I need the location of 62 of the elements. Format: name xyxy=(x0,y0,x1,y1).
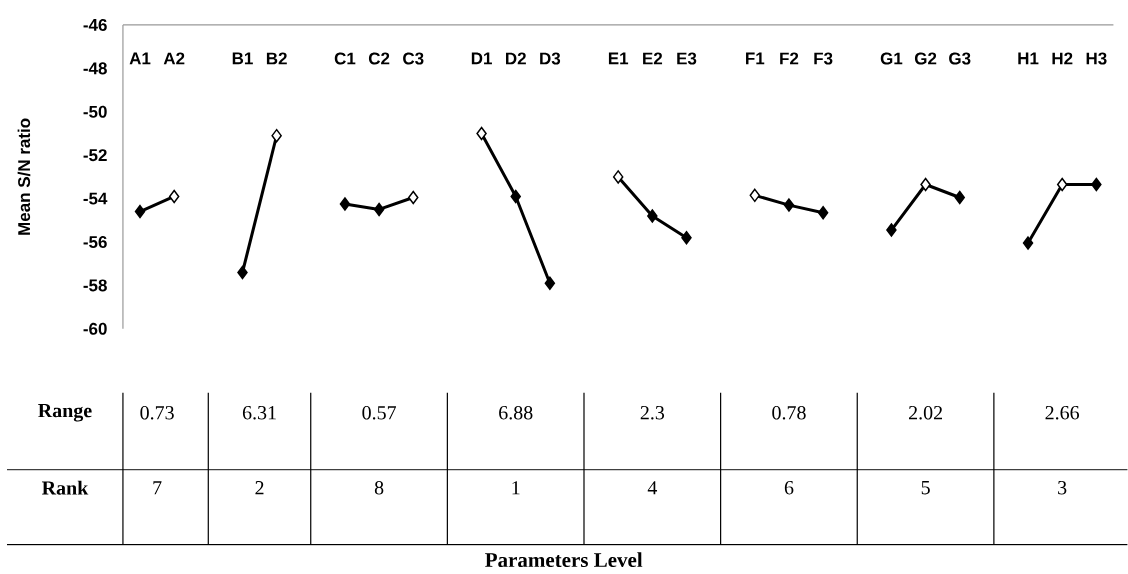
text: Parameters Level xyxy=(485,552,643,568)
text: 2.02 xyxy=(909,406,942,420)
text: 6 xyxy=(784,481,794,495)
x-tick-label: F2 xyxy=(780,52,799,65)
y-tick-label: -46 xyxy=(83,19,107,32)
x-tick-label: C3 xyxy=(403,52,424,65)
point xyxy=(1022,236,1034,250)
point xyxy=(647,209,658,223)
point xyxy=(817,206,829,220)
text: 0.57 xyxy=(362,406,397,420)
y-tick-label: -60 xyxy=(83,322,107,335)
point xyxy=(1091,177,1102,192)
text: 2.66 xyxy=(1045,406,1080,420)
text: 1 xyxy=(512,481,520,495)
x-tick-label: C1 xyxy=(334,52,356,65)
y-tick-label: -54 xyxy=(83,192,108,205)
text: Rank xyxy=(41,480,89,495)
x-tick-label: B1 xyxy=(232,52,253,65)
x-tick-label: D3 xyxy=(540,52,561,65)
text: 3 xyxy=(1058,481,1067,495)
point xyxy=(544,276,556,291)
text: 6.31 xyxy=(242,406,276,420)
x-tick-label: F1 xyxy=(746,52,765,65)
x-tick-label: E2 xyxy=(643,52,663,65)
point xyxy=(954,190,965,205)
text: 2 xyxy=(255,481,264,495)
point xyxy=(373,202,385,217)
x-tick-label: H1 xyxy=(1018,52,1039,65)
text: 7 xyxy=(153,481,162,495)
point xyxy=(339,197,351,211)
x-tick-label: H2 xyxy=(1052,52,1073,65)
x-tick-label: G3 xyxy=(949,52,971,65)
text: 0.78 xyxy=(772,406,806,420)
x-tick-label: A2 xyxy=(163,52,185,65)
text: 4 xyxy=(647,481,658,495)
y-tick-label: -58 xyxy=(83,279,107,292)
x-tick-label: H3 xyxy=(1086,52,1107,65)
text: Range xyxy=(38,404,92,422)
y-tick-label: -48 xyxy=(83,62,107,75)
y-axis-title: Mean S/N ratio xyxy=(17,118,31,235)
point xyxy=(783,198,795,213)
point xyxy=(886,223,897,237)
x-tick-label: B2 xyxy=(266,52,287,65)
text: 2.3 xyxy=(640,406,665,420)
x-tick-label: E1 xyxy=(608,52,629,65)
point xyxy=(681,231,692,245)
x-tick-label: E3 xyxy=(677,52,697,65)
x-tick-label: D2 xyxy=(506,52,526,65)
y-tick-label: -56 xyxy=(83,236,107,249)
x-tick-label: G1 xyxy=(880,52,903,65)
point xyxy=(510,189,521,204)
text: 0.73 xyxy=(140,406,174,420)
text: 8 xyxy=(374,481,384,495)
y-tick-label: -50 xyxy=(83,105,107,118)
x-tick-label: C2 xyxy=(368,52,390,65)
x-tick-label: A1 xyxy=(129,52,151,65)
x-tick-label: F3 xyxy=(814,52,833,65)
y-tick-label: -52 xyxy=(83,149,107,162)
x-tick-label: G2 xyxy=(914,52,937,65)
text: 6.88 xyxy=(499,406,533,420)
text: 5 xyxy=(921,481,930,495)
x-tick-label: D1 xyxy=(471,52,492,65)
